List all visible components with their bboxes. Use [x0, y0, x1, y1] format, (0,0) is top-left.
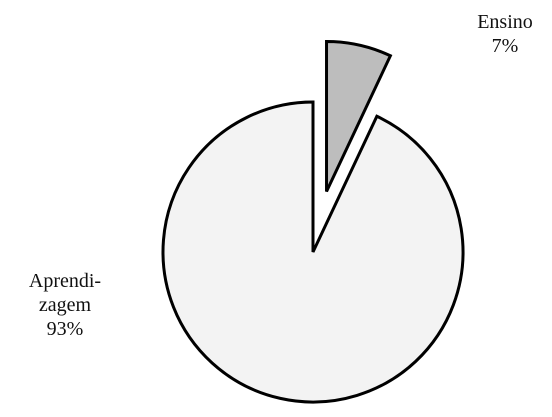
pie-slice: [325, 39, 393, 193]
label-line: Ensino: [477, 11, 533, 33]
slice-label: Ensino: [477, 11, 533, 33]
slice-label: Aprendi-zagem: [29, 270, 101, 316]
value-label: 93%: [47, 318, 84, 340]
value-label: 7%: [492, 35, 519, 57]
label-line: zagem: [39, 294, 92, 316]
label-line: Aprendi-: [29, 270, 101, 292]
pie-slice: [161, 100, 465, 404]
